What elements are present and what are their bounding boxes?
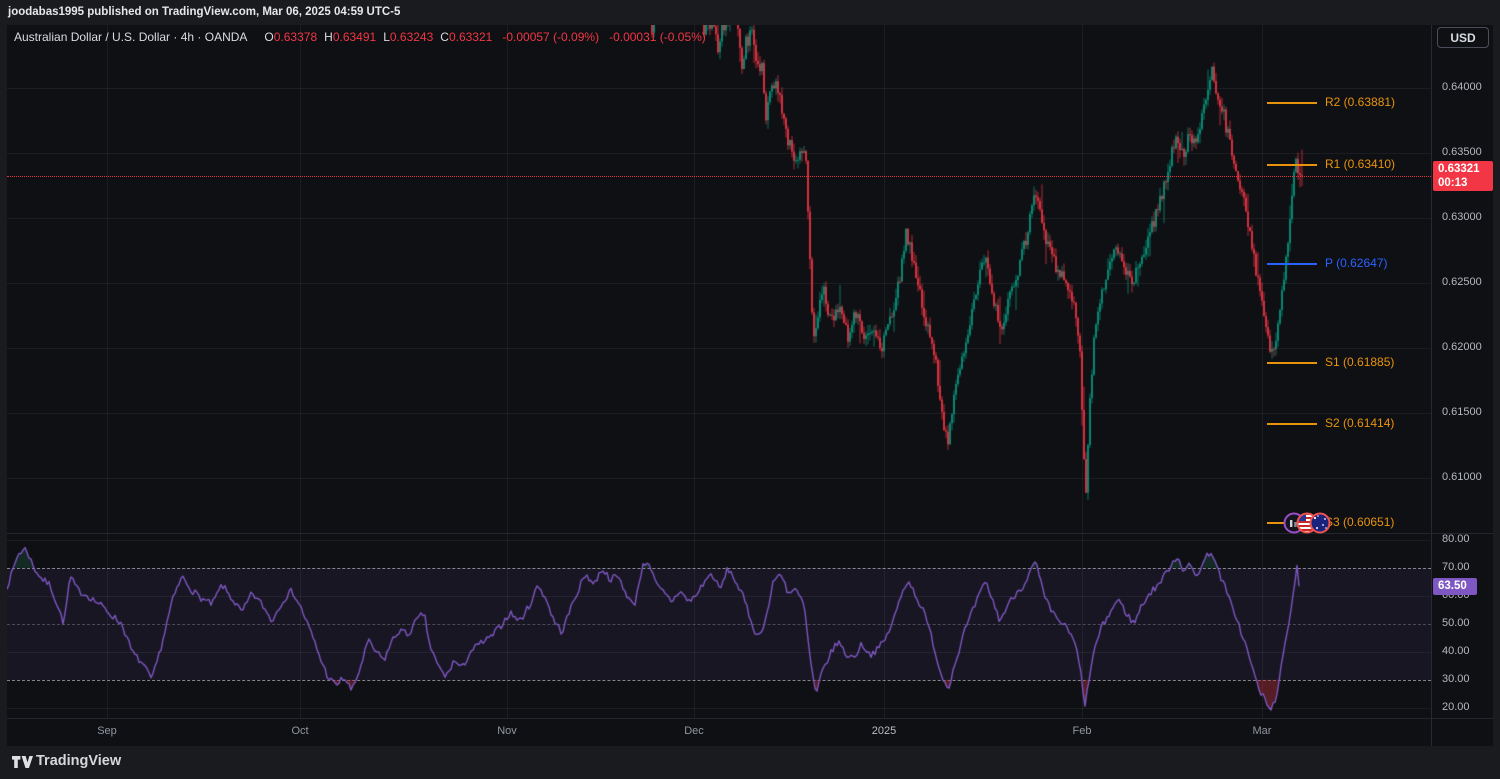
publish-bar: joodabas1995 published on TradingView.co… <box>0 0 1500 25</box>
time-axis-label[interactable]: Feb <box>1072 725 1092 737</box>
tradingview-brand[interactable]: TradingView <box>36 753 122 769</box>
rsi-axis-label: 40.00 <box>1442 645 1470 657</box>
ohlc-value: 0.63321 <box>448 30 493 44</box>
time-axis[interactable]: Sep Oct Nov Dec 2025 Feb Mar <box>7 718 1431 747</box>
pane-separator[interactable] <box>7 533 1493 534</box>
rsi-canvas[interactable] <box>7 533 1431 718</box>
time-axis-label[interactable]: Dec <box>684 725 704 737</box>
pivot-level-line <box>1267 361 1317 364</box>
time-axis-label[interactable]: Oct <box>291 725 309 737</box>
currency-toggle-button[interactable]: USD <box>1437 27 1489 48</box>
rsi-axis-label: 30.00 <box>1442 673 1470 685</box>
rsi-axis-label: 70.00 <box>1442 561 1470 573</box>
ohlc-letter: O <box>264 30 274 44</box>
time-axis-label[interactable]: 2025 <box>871 725 897 737</box>
chart-widget: R2 (0.63881) R1 (0.63410) P (0.62647) S1 (0… <box>7 25 1493 746</box>
ohlc-letter: H <box>324 30 333 44</box>
price-pane[interactable]: R2 (0.63881) R1 (0.63410) P (0.62647) S1 (0… <box>7 25 1431 534</box>
bar-countdown: 00:13 <box>1438 177 1468 190</box>
pivot-level-label: S1 (0.61885) <box>1325 354 1395 369</box>
price-axis-label: 0.61000 <box>1442 471 1482 483</box>
change-value: -0.00031 (-0.05%) <box>609 30 706 44</box>
rsi-pane[interactable] <box>7 533 1431 718</box>
change-value: -0.00057 (-0.09%) <box>502 30 600 44</box>
pivot-level-label: S2 (0.61414) <box>1325 416 1395 431</box>
current-price-line <box>7 176 1431 178</box>
ohlc-value: 0.63243 <box>389 30 434 44</box>
price-axis-label: 0.61500 <box>1442 406 1482 418</box>
rsi-axis-label: 20.00 <box>1442 701 1470 713</box>
symbol-title: Australian Dollar / U.S. Dollar · 4h · O… <box>14 30 248 44</box>
price-axis[interactable]: USD 0.64000 0.63500 0.63000 0.62500 0.62000 0… <box>1431 25 1494 746</box>
rsi-value-badge: 63.50 <box>1433 578 1477 596</box>
event-markers[interactable] <box>1283 512 1343 534</box>
pivot-level-line <box>1267 423 1317 426</box>
au-flag-icon[interactable] <box>1309 512 1331 534</box>
h-gridline <box>7 540 1431 541</box>
pivot-level-line <box>1267 163 1317 166</box>
pivot-level-label: S3 (0.60651) <box>1325 515 1395 530</box>
ohlc-letter: L <box>383 30 390 44</box>
time-axis-label[interactable]: Sep <box>97 725 117 737</box>
price-axis-label: 0.63000 <box>1442 211 1482 223</box>
price-axis-label: 0.63500 <box>1442 146 1482 158</box>
candlestick-canvas[interactable] <box>7 25 1431 533</box>
pivot-level-line <box>1267 262 1317 265</box>
price-axis-label: 0.64000 <box>1442 81 1482 93</box>
ohlc-value: 0.63378 <box>273 30 318 44</box>
footer-bar: TradingView <box>0 746 1500 779</box>
publish-info: joodabas1995 published on TradingView.co… <box>8 6 401 18</box>
pivot-level-label: R2 (0.63881) <box>1325 95 1396 110</box>
ohlc-value: 0.63491 <box>332 30 377 44</box>
chart-panes[interactable]: R2 (0.63881) R1 (0.63410) P (0.62647) S1 (0… <box>7 25 1431 718</box>
rsi-axis-label: 80.00 <box>1442 533 1470 545</box>
pivot-level-label: P (0.62647) <box>1325 255 1388 270</box>
h-gridline <box>7 652 1431 653</box>
current-price-badge: 0.63321 00:13 <box>1433 161 1493 192</box>
tradingview-logo-icon[interactable] <box>12 755 33 775</box>
pivot-level-line <box>1267 102 1317 105</box>
current-price-value: 0.63321 <box>1438 163 1480 176</box>
price-axis-label: 0.62000 <box>1442 341 1482 353</box>
rsi-axis-label: 50.00 <box>1442 617 1470 629</box>
pivot-level-label: R1 (0.63410) <box>1325 156 1396 171</box>
price-axis-label: 0.62500 <box>1442 276 1482 288</box>
chart-legend[interactable]: Australian Dollar / U.S. Dollar · 4h · O… <box>14 30 706 44</box>
ohlc-letter: C <box>440 30 449 44</box>
h-gridline <box>7 596 1431 597</box>
h-gridline <box>7 708 1431 709</box>
time-axis-label[interactable]: Nov <box>497 725 517 737</box>
time-axis-label[interactable]: Mar <box>1252 725 1272 737</box>
